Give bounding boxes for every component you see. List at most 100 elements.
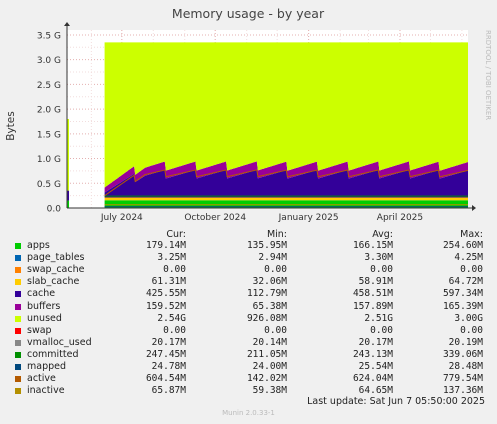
y-axis-label: Bytes [5,111,17,140]
legend-swatch [15,339,21,346]
legend-cur: 2.54G [157,312,186,324]
legend-row-committed: committed 247.45M 211.05M 243.13M 339.06M [0,349,497,361]
legend-swatch [15,243,21,249]
legend-name: page_tables [27,252,85,264]
legend-name: mapped [27,361,67,372]
legend-cur: 24.78M [151,361,186,372]
legend-name: committed [27,348,79,360]
legend-min: 0.00 [264,264,287,276]
area-buffers [104,161,468,193]
area-unused [104,42,468,188]
legend-avg: 20.17M [358,336,393,348]
legend-row-apps: apps 179.14M 135.95M 166.15M 254.60M [0,240,497,252]
legend-avg: 64.65M [358,385,393,397]
legend-min: 24.00M [252,361,287,372]
legend-max: 339.06M [442,348,483,360]
legend-cur: 0.00 [163,324,186,336]
legend-avg: 2.51G [364,312,393,324]
legend-min: 142.02M [246,373,287,385]
memory-chart: Memory usage - by year Bytes RRDTOOL / T… [5,6,492,223]
line-active [104,169,469,197]
legend-name: swap [27,324,52,336]
legend-max: 64.72M [448,276,483,288]
legend-row-vmalloc-used: vmalloc_used 20.17M 20.14M 20.17M 20.19M [0,337,497,349]
legend-min: 2.94M [258,252,287,264]
stacked-areas [67,42,468,208]
last-update: Last update: Sat Jun 7 05:50:00 2025 [307,396,485,407]
header-max: Max: [460,229,483,240]
line-series [104,169,469,208]
y-tick-label: 2.0 G [37,106,61,116]
legend-avg: 157.89M [352,300,393,312]
legend-row-swap: swap 0.00 0.00 0.00 0.00 [0,325,497,337]
legend-cur: 20.17M [151,336,186,348]
legend-min: 0.00 [264,324,287,336]
legend-swatch [15,267,21,274]
legend-swatch [15,327,21,334]
legend-min: 20.14M [252,336,287,348]
y-tick-label: 3.5 G [37,31,61,41]
x-tick-label: October 2024 [184,213,246,223]
legend-max: 779.54M [442,373,483,385]
x-axis-arrow [472,205,476,211]
area-slab-cache [104,197,468,201]
legend-cur: 0.00 [163,264,186,276]
area-apps [104,200,468,208]
legend-name: swap_cache [27,264,85,276]
legend-cur: 61.31M [151,276,186,288]
legend-max: 597.34M [442,288,483,300]
legend-row-mapped: mapped 24.78M 24.00M 25.54M 28.48M [0,361,497,373]
legend-cur: 179.14M [145,240,186,251]
legend-min: 926.08M [246,312,287,324]
legend-swatch [15,388,21,395]
legend-cur: 3.25M [157,252,186,264]
x-tick-label: July 2024 [100,213,143,223]
header-min: Min: [266,229,287,240]
area-cache [104,169,468,198]
legend-min: 211.05M [246,348,287,360]
legend-avg: 243.13M [352,348,393,360]
legend-cur: 425.55M [145,288,186,300]
legend-row-unused: unused 2.54G 926.08M 2.51G 3.00G [0,313,497,325]
legend-avg: 58.91M [358,276,393,288]
area-apps-early [67,200,70,208]
legend-cur: 247.45M [145,348,186,360]
y-axis-arrow [64,22,70,26]
legend-swatch [15,279,21,286]
header-cur: Cur: [166,229,186,240]
legend-swatch [15,255,21,262]
legend-row-active: active 604.54M 142.02M 624.04M 779.54M [0,373,497,385]
legend-avg: 0.00 [370,324,393,336]
legend-swatch [15,303,21,310]
legend-min: 32.06M [252,276,287,288]
legend-max: 4.25M [454,252,483,264]
legend-avg: 166.15M [352,240,393,251]
axes [64,22,476,211]
legend-min: 135.95M [246,240,287,251]
legend-avg: 0.00 [370,264,393,276]
legend-min: 112.79M [246,288,287,300]
legend-max: 0.00 [460,324,483,336]
legend-row-inactive: inactive 65.87M 59.38M 64.65M 137.36M [0,385,497,397]
legend-avg: 458.51M [352,288,393,300]
header-avg: Avg: [372,229,393,240]
legend-row-buffers: buffers 159.52M 65.38M 157.89M 165.39M [0,301,497,313]
legend-row-swap-cache: swap_cache 0.00 0.00 0.00 0.00 [0,264,497,276]
legend-avg: 3.30M [364,252,393,264]
legend-cur: 159.52M [145,300,186,312]
legend-swatch [15,364,21,370]
y-tick-label: 1.5 G [37,130,61,140]
x-tick-label: January 2025 [278,213,339,223]
area-unused-early [67,119,70,191]
munin-version: Munin 2.0.33-1 [222,409,275,417]
legend-swatch [15,315,21,322]
y-tick-labels: 0.0 0.5 G 1.0 G 1.5 G 2.0 G 2.5 G 3.0 G 3.5 G [37,31,61,214]
legend-max: 254.60M [442,240,483,251]
legend-swatch [15,376,21,383]
legend-row-page-tables: page_tables 3.25M 2.94M 3.30M 4.25M [0,252,497,264]
x-tick-label: April 2025 [377,213,423,223]
legend-min: 65.38M [252,300,287,312]
legend-max: 3.00G [454,312,483,324]
area-cache-early [67,190,70,201]
y-tick-label: 0.5 G [37,180,61,190]
